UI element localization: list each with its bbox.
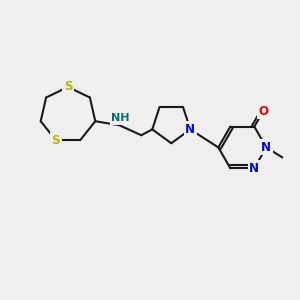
- Text: O: O: [258, 104, 268, 118]
- Text: S: S: [64, 80, 72, 94]
- Text: N: N: [249, 162, 259, 175]
- Text: N: N: [185, 123, 195, 136]
- Text: S: S: [52, 134, 60, 147]
- Text: NH: NH: [111, 113, 130, 123]
- Text: N: N: [261, 141, 271, 154]
